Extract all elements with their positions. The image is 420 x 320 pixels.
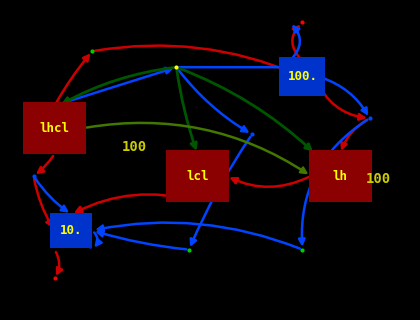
Text: lh: lh [333, 170, 348, 182]
FancyBboxPatch shape [50, 213, 92, 248]
Text: 100: 100 [122, 140, 147, 154]
FancyBboxPatch shape [279, 58, 326, 96]
FancyArrowPatch shape [179, 64, 289, 70]
FancyArrowPatch shape [95, 45, 297, 75]
Text: 100.: 100. [287, 70, 318, 83]
FancyArrowPatch shape [64, 68, 173, 103]
FancyArrowPatch shape [98, 231, 186, 249]
FancyArrowPatch shape [179, 68, 311, 149]
FancyArrowPatch shape [322, 78, 367, 114]
Text: 100: 100 [365, 172, 391, 186]
FancyArrowPatch shape [56, 55, 89, 103]
Text: lcl: lcl [186, 170, 209, 182]
Text: 10.: 10. [60, 224, 83, 237]
FancyArrowPatch shape [191, 137, 250, 244]
FancyArrowPatch shape [57, 68, 171, 105]
FancyBboxPatch shape [166, 150, 229, 203]
FancyArrowPatch shape [87, 123, 306, 173]
FancyBboxPatch shape [309, 150, 372, 203]
FancyArrowPatch shape [94, 232, 102, 245]
FancyArrowPatch shape [232, 177, 308, 187]
Text: lhcl: lhcl [39, 122, 70, 134]
FancyArrowPatch shape [177, 70, 196, 148]
FancyArrowPatch shape [299, 120, 367, 244]
FancyBboxPatch shape [23, 102, 86, 155]
FancyArrowPatch shape [292, 27, 300, 59]
FancyArrowPatch shape [316, 79, 364, 120]
FancyArrowPatch shape [98, 222, 300, 249]
FancyArrowPatch shape [38, 156, 53, 173]
FancyArrowPatch shape [83, 235, 91, 248]
FancyArrowPatch shape [292, 27, 300, 59]
FancyArrowPatch shape [35, 178, 67, 211]
FancyArrowPatch shape [341, 120, 367, 148]
FancyArrowPatch shape [56, 252, 62, 274]
FancyArrowPatch shape [178, 69, 247, 132]
FancyArrowPatch shape [34, 179, 52, 226]
FancyArrowPatch shape [76, 195, 195, 212]
